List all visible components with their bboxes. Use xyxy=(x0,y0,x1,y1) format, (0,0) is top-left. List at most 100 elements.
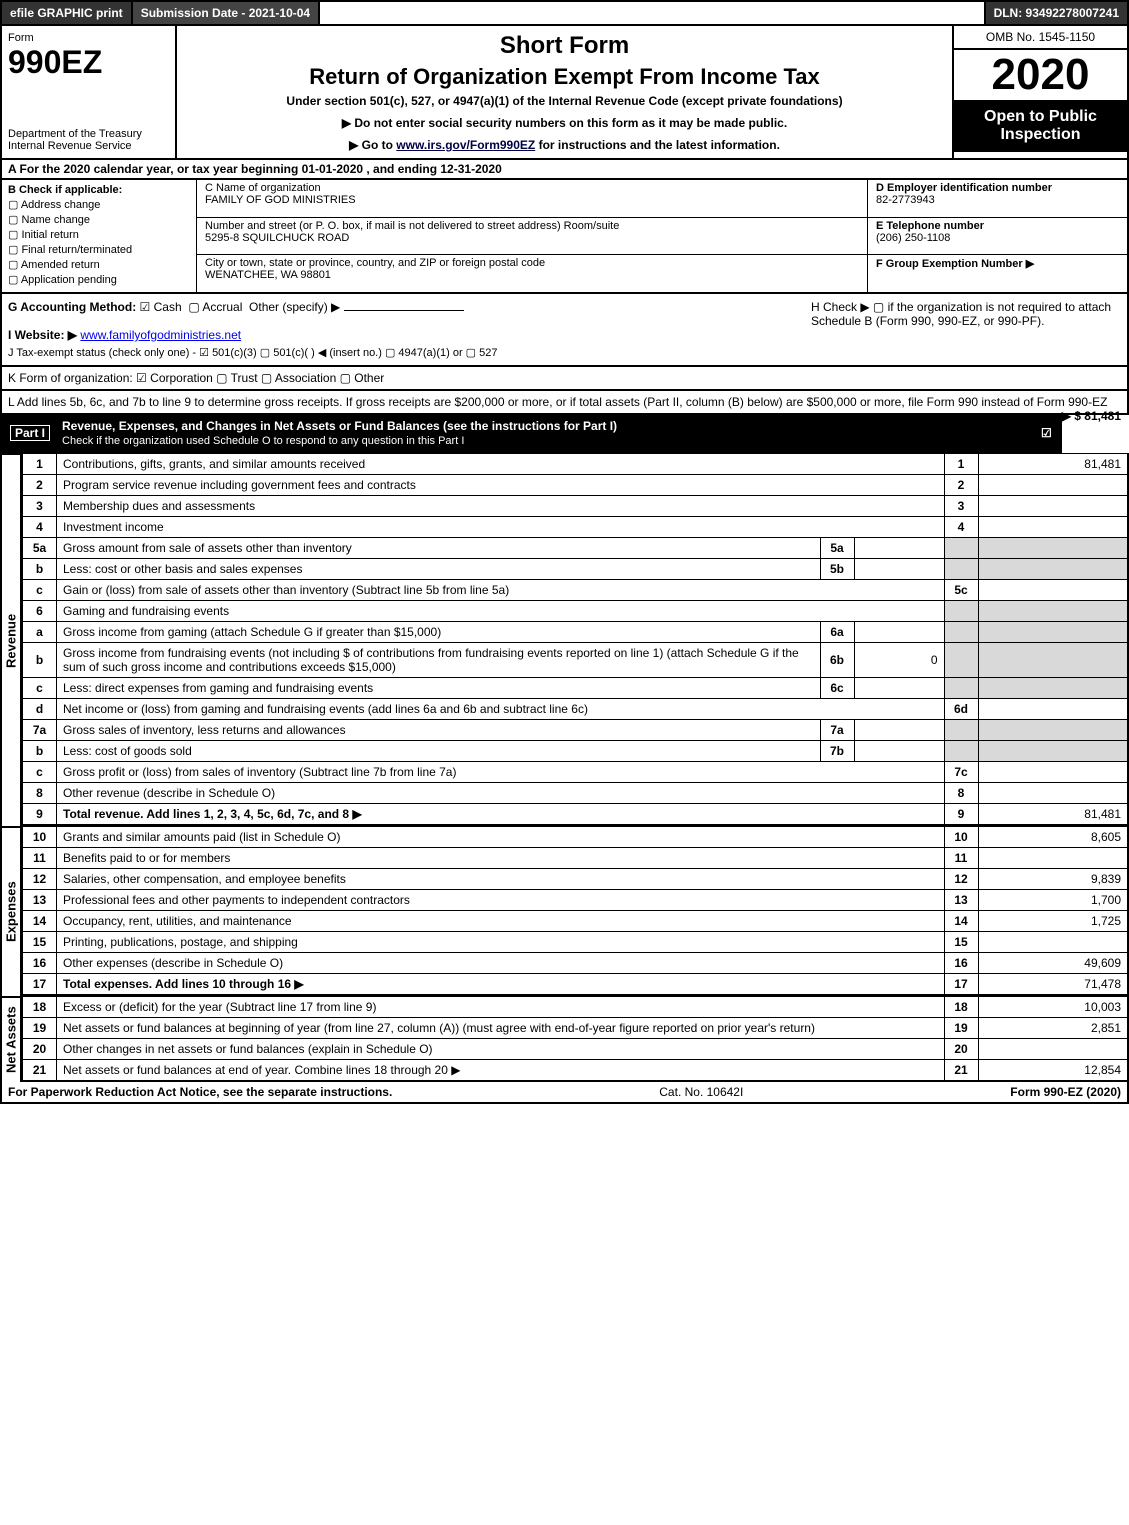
line-index: 8 xyxy=(944,783,978,804)
line-amount: 1,700 xyxy=(978,890,1128,911)
line-row: bGross income from fundraising events (n… xyxy=(23,643,1129,678)
line-number: 21 xyxy=(23,1060,57,1082)
org-name-row: C Name of organization FAMILY OF GOD MIN… xyxy=(197,180,867,218)
line-description: Grants and similar amounts paid (list in… xyxy=(57,827,945,848)
submission-date: Submission Date - 2021-10-04 xyxy=(133,2,320,24)
line-description: Total revenue. Add lines 1, 2, 3, 4, 5c,… xyxy=(57,804,945,826)
line-amount xyxy=(978,848,1128,869)
ein-row: D Employer identification number 82-2773… xyxy=(868,180,1127,218)
net-assets-section: Net Assets 18Excess or (deficit) for the… xyxy=(0,996,1129,1082)
line-amount-shaded xyxy=(978,678,1128,699)
sub-line-number: 6a xyxy=(820,622,854,643)
line-number: 15 xyxy=(23,932,57,953)
sub-line-number: 7a xyxy=(820,720,854,741)
accounting-accrual-check[interactable] xyxy=(188,300,202,314)
line-index: 2 xyxy=(944,475,978,496)
part-1-label: Part I xyxy=(10,425,50,441)
line-index: 3 xyxy=(944,496,978,517)
accounting-other-field[interactable] xyxy=(344,310,464,311)
ein-value: 82-2773943 xyxy=(876,194,1119,206)
line-number: 13 xyxy=(23,890,57,911)
line-index: 20 xyxy=(944,1039,978,1060)
check-amended-return[interactable]: Amended return xyxy=(8,258,190,271)
line-row: cGross profit or (loss) from sales of in… xyxy=(23,762,1129,783)
schedule-o-check[interactable]: ☑ xyxy=(1041,426,1052,440)
line-number: 7a xyxy=(23,720,57,741)
phone-row: E Telephone number (206) 250-1108 xyxy=(868,218,1127,256)
line-number: b xyxy=(23,741,57,762)
line-index-shaded xyxy=(944,678,978,699)
check-final-return[interactable]: Final return/terminated xyxy=(8,243,190,256)
city-state-zip: WENATCHEE, WA 98801 xyxy=(205,269,859,281)
form-reference: Form 990-EZ (2020) xyxy=(1010,1085,1121,1099)
line-description: Other revenue (describe in Schedule O) xyxy=(57,783,945,804)
ein-phone-column: D Employer identification number 82-2773… xyxy=(867,180,1127,292)
line-number: 8 xyxy=(23,783,57,804)
line-amount xyxy=(978,699,1128,720)
irs-link-instruction: ▶ Go to www.irs.gov/Form990EZ for instru… xyxy=(187,138,942,152)
line-description: Net income or (loss) from gaming and fun… xyxy=(57,699,945,720)
line-row: 2Program service revenue including gover… xyxy=(23,475,1129,496)
line-row: cGain or (loss) from sale of assets othe… xyxy=(23,580,1129,601)
line-index: 1 xyxy=(944,454,978,475)
line-description: Investment income xyxy=(57,517,945,538)
line-index: 7c xyxy=(944,762,978,783)
street-address-row: Number and street (or P. O. box, if mail… xyxy=(197,218,867,256)
line-description: Membership dues and assessments xyxy=(57,496,945,517)
line-row: 1Contributions, gifts, grants, and simil… xyxy=(23,454,1129,475)
line-index: 11 xyxy=(944,848,978,869)
line-description: Printing, publications, postage, and shi… xyxy=(57,932,945,953)
line-description: Benefits paid to or for members xyxy=(57,848,945,869)
line-amount: 8,605 xyxy=(978,827,1128,848)
line-description: Program service revenue including govern… xyxy=(57,475,945,496)
line-number: 1 xyxy=(23,454,57,475)
line-description: Gaming and fundraising events xyxy=(57,601,945,622)
check-app-pending[interactable]: Application pending xyxy=(8,273,190,286)
accounting-cash-check[interactable] xyxy=(140,300,154,314)
line-index: 16 xyxy=(944,953,978,974)
efile-print-label[interactable]: efile GRAPHIC print xyxy=(2,2,133,24)
irs-link[interactable]: www.irs.gov/Form990EZ xyxy=(396,138,535,152)
g-left-col: G Accounting Method: Cash Accrual Other … xyxy=(8,300,811,359)
line-row: 20Other changes in net assets or fund ba… xyxy=(23,1039,1129,1060)
omb-number: OMB No. 1545-1150 xyxy=(954,26,1127,50)
schedule-b-check: H Check ▶ ▢ if the organization is not r… xyxy=(811,300,1121,359)
check-initial-return[interactable]: Initial return xyxy=(8,228,190,241)
line-amount xyxy=(978,496,1128,517)
line-row: 16Other expenses (describe in Schedule O… xyxy=(23,953,1129,974)
check-name-change[interactable]: Name change xyxy=(8,213,190,226)
line-number: 6 xyxy=(23,601,57,622)
form-number: 990EZ xyxy=(8,44,169,81)
netassets-table: 18Excess or (deficit) for the year (Subt… xyxy=(22,996,1129,1082)
sub-line-value xyxy=(854,622,944,643)
line-row: aGross income from gaming (attach Schedu… xyxy=(23,622,1129,643)
line-index-shaded xyxy=(944,720,978,741)
org-name: FAMILY OF GOD MINISTRIES xyxy=(205,194,859,206)
check-address-change[interactable]: Address change xyxy=(8,198,190,211)
form-title: Return of Organization Exempt From Incom… xyxy=(187,64,942,90)
accounting-method-row: G Accounting Method: Cash Accrual Other … xyxy=(8,300,811,314)
tax-year: 2020 xyxy=(954,50,1127,100)
line-description: Gross sales of inventory, less returns a… xyxy=(57,720,821,741)
line-amount-shaded xyxy=(978,622,1128,643)
line-index: 17 xyxy=(944,974,978,996)
line-number: 11 xyxy=(23,848,57,869)
line-index-shaded xyxy=(944,643,978,678)
line-amount xyxy=(978,517,1128,538)
line-description: Gross amount from sale of assets other t… xyxy=(57,538,821,559)
line-index-shaded xyxy=(944,622,978,643)
line-row: 15Printing, publications, postage, and s… xyxy=(23,932,1129,953)
website-link[interactable]: www.familyofgodministries.net xyxy=(80,328,241,342)
line-description: Other expenses (describe in Schedule O) xyxy=(57,953,945,974)
line-index-shaded xyxy=(944,601,978,622)
line-description: Gross income from fundraising events (no… xyxy=(57,643,821,678)
city-state-row: City or town, state or province, country… xyxy=(197,255,867,292)
line-description: Occupancy, rent, utilities, and maintena… xyxy=(57,911,945,932)
sub-line-value xyxy=(854,559,944,580)
line-row: 6Gaming and fundraising events xyxy=(23,601,1129,622)
line-description: Total expenses. Add lines 10 through 16 … xyxy=(57,974,945,996)
line-amount: 71,478 xyxy=(978,974,1128,996)
line-amount-shaded xyxy=(978,643,1128,678)
line-index: 13 xyxy=(944,890,978,911)
line-row: 14Occupancy, rent, utilities, and mainte… xyxy=(23,911,1129,932)
